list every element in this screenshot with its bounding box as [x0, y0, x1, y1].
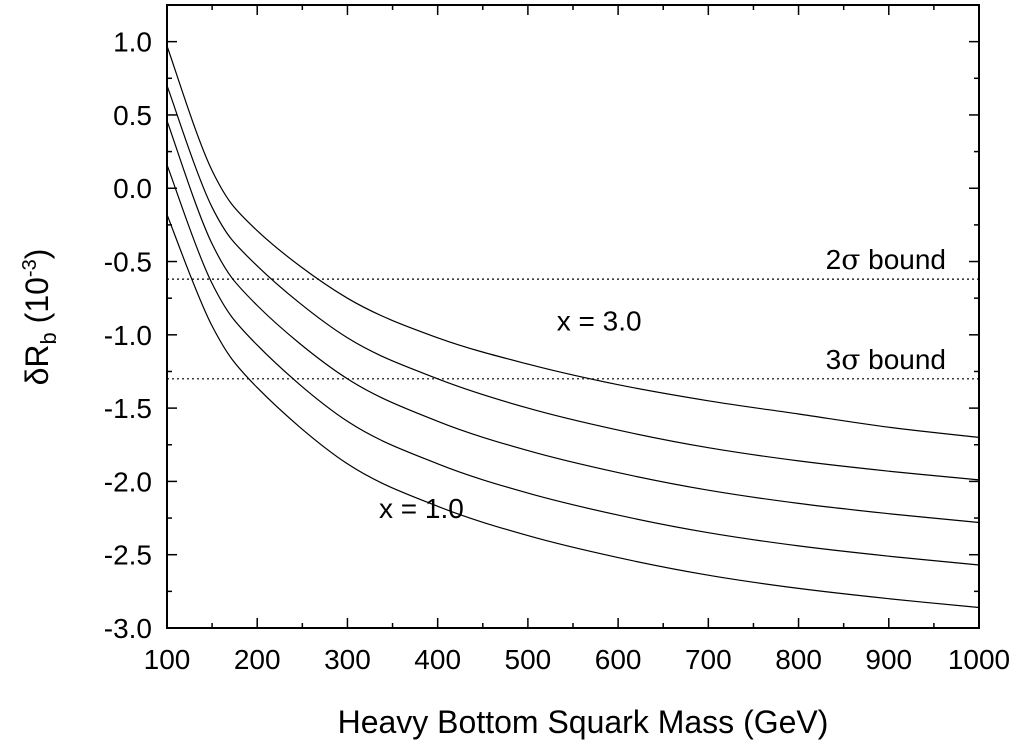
curve-annotation: x = 1.0: [379, 493, 464, 524]
y-tick-label: -2.0: [104, 466, 152, 497]
y-tick-label: 0.5: [113, 100, 152, 131]
bound-label-sigma-count: 2: [826, 244, 842, 275]
y-tick-label: -1.0: [104, 320, 152, 351]
y-axis-title-unit-close: ): [19, 249, 55, 260]
series-line: [166, 214, 980, 609]
x-tick-label: 1000: [948, 644, 1010, 675]
x-ticks: 100 200 300 400 500 600 700 800 900 1000: [144, 5, 1010, 675]
series-line: [166, 164, 980, 566]
y-axis-title-main: δR: [19, 344, 55, 385]
series-line: [166, 45, 980, 438]
y-tick-label: -3.0: [104, 613, 152, 644]
series-line: [166, 85, 980, 481]
x-axis-title: Heavy Bottom Squark Mass (GeV): [338, 704, 829, 740]
bound-label: 3σ bound: [826, 343, 946, 376]
x-tick-label: 800: [775, 644, 822, 675]
bound-label-sigma-count: 3: [826, 344, 842, 375]
y-axis-title-unit: (10: [19, 277, 55, 332]
x-tick-label: 300: [324, 644, 371, 675]
y-tick-label: -2.5: [104, 540, 152, 571]
y-tick-label: 1.0: [113, 27, 152, 58]
y-axis-title-unit-sup: -3: [19, 259, 41, 277]
x-tick-label: 100: [144, 644, 191, 675]
bound-label-text: bound: [860, 344, 946, 375]
x-tick-label: 900: [865, 644, 912, 675]
y-axis-title: δRb (10-3): [19, 249, 61, 386]
bound-label: 2σ bound: [826, 243, 946, 276]
x-tick-label: 200: [234, 644, 281, 675]
bound-label-sigma: σ: [841, 343, 860, 376]
curves: [166, 45, 980, 609]
y-axis-title-sub: b: [36, 332, 61, 344]
y-tick-label: -1.5: [104, 393, 152, 424]
bound-label-sigma: σ: [841, 243, 860, 276]
annotations: x = 3.0 x = 1.0: [379, 305, 642, 524]
series-line: [166, 120, 980, 524]
y-ticks: 1.0 0.5 0.0 -0.5 -1.0 -1.5 -2.0 -2.5 -3.0: [104, 4, 979, 644]
x-tick-label: 400: [414, 644, 461, 675]
x-tick-label: 600: [595, 644, 642, 675]
curve-annotation: x = 3.0: [557, 305, 642, 336]
y-tick-label: 0.0: [113, 173, 152, 204]
x-tick-label: 700: [685, 644, 732, 675]
y-tick-label: -0.5: [104, 247, 152, 278]
bound-label-text: bound: [860, 244, 946, 275]
plot-frame: [166, 4, 980, 629]
x-tick-label: 500: [505, 644, 552, 675]
